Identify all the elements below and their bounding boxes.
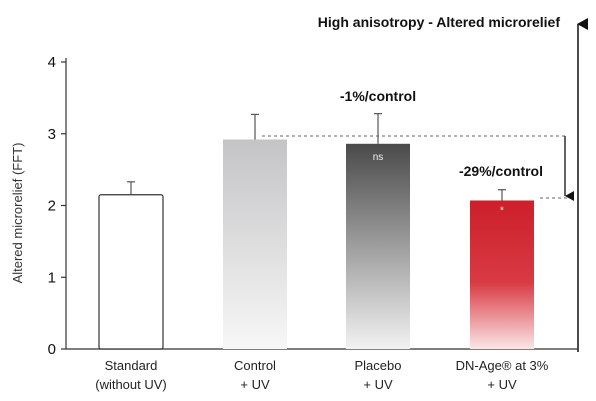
category-label-3-1: + UV [487,377,517,392]
y-tick-label: 2 [48,198,56,215]
y-tick-label: 3 [48,126,56,143]
bar-significance-label-3: * [500,205,504,216]
category-label-2-1: + UV [363,377,393,392]
placebo-annotation: -1%/control [340,88,416,104]
category-label-1-1: + UV [240,377,270,392]
category-label-0-1: (without UV) [95,377,167,392]
y-tick-label: 4 [48,54,56,71]
category-label-2-0: Placebo [355,358,402,373]
bar-0 [98,194,164,350]
bar-1 [223,139,287,349]
dnage-annotation: -29%/control [459,163,543,179]
y-tick-label: 0 [48,341,56,358]
bar-2 [346,143,410,349]
bar-3 [470,200,534,349]
bar-significance-label-2: ns [373,152,384,163]
y-tick-label: 1 [48,269,56,286]
category-label-1-0: Control [234,358,276,373]
chart-title: High anisotropy - Altered microrelief [318,14,561,30]
category-label-3-0: DN-Age® at 3% [456,358,549,373]
category-label-0-0: Standard [105,358,158,373]
y-axis-label: Altered microrelief (FFT) [10,143,25,284]
